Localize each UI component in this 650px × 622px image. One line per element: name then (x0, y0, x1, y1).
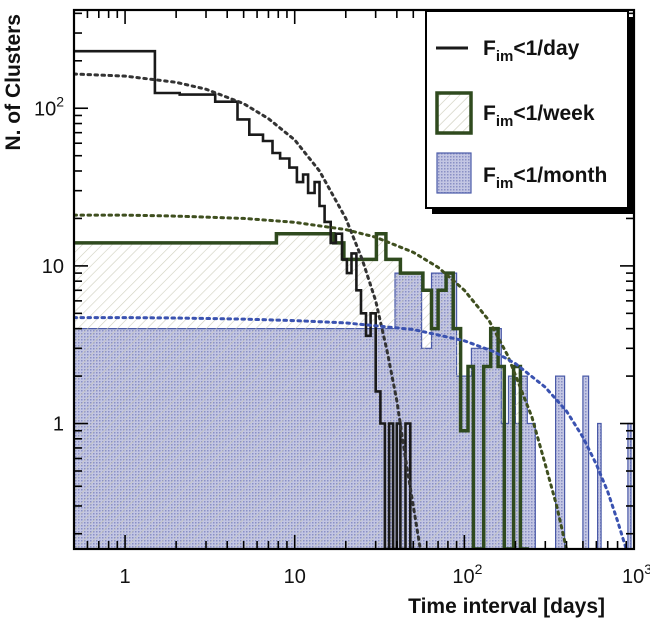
y-axis-title: N. of Clusters (2, 14, 25, 151)
legend-swatch-week (435, 91, 473, 135)
fit-day-fit (74, 72, 422, 549)
series-week-hatch (74, 233, 529, 549)
plot-frame (72, 8, 636, 551)
fit-week-fit (74, 213, 568, 549)
legend-swatch-month (436, 152, 472, 194)
y-axis-tick-labels: 1 10 102 (34, 93, 64, 435)
fit-month-fit (74, 316, 628, 549)
legend: Fim<1/day Fim<1/week Fim<1/month (425, 10, 634, 214)
x-axis-title: Time interval [days] (408, 595, 605, 618)
x-tick-label: 102 (452, 561, 482, 588)
legend-label-2: Fim<1/month (483, 164, 607, 192)
plot-area (74, 49, 632, 549)
series-day-line (74, 49, 414, 549)
x-tick-label: 1 (120, 566, 131, 588)
y-tick-label: 1 (53, 414, 64, 436)
y-tick-label: 10 (42, 256, 64, 278)
x-tick-label: 10 (284, 566, 306, 588)
legend-label-0: Fim<1/day (483, 37, 580, 65)
x-tick-label: 103 (622, 561, 650, 588)
y-tick-label: 102 (34, 93, 64, 120)
legend-label-1: Fim<1/week (483, 102, 595, 130)
axis-ticks (73, 10, 635, 549)
x-axis-tick-labels: 1 10 102 103 (120, 561, 650, 588)
